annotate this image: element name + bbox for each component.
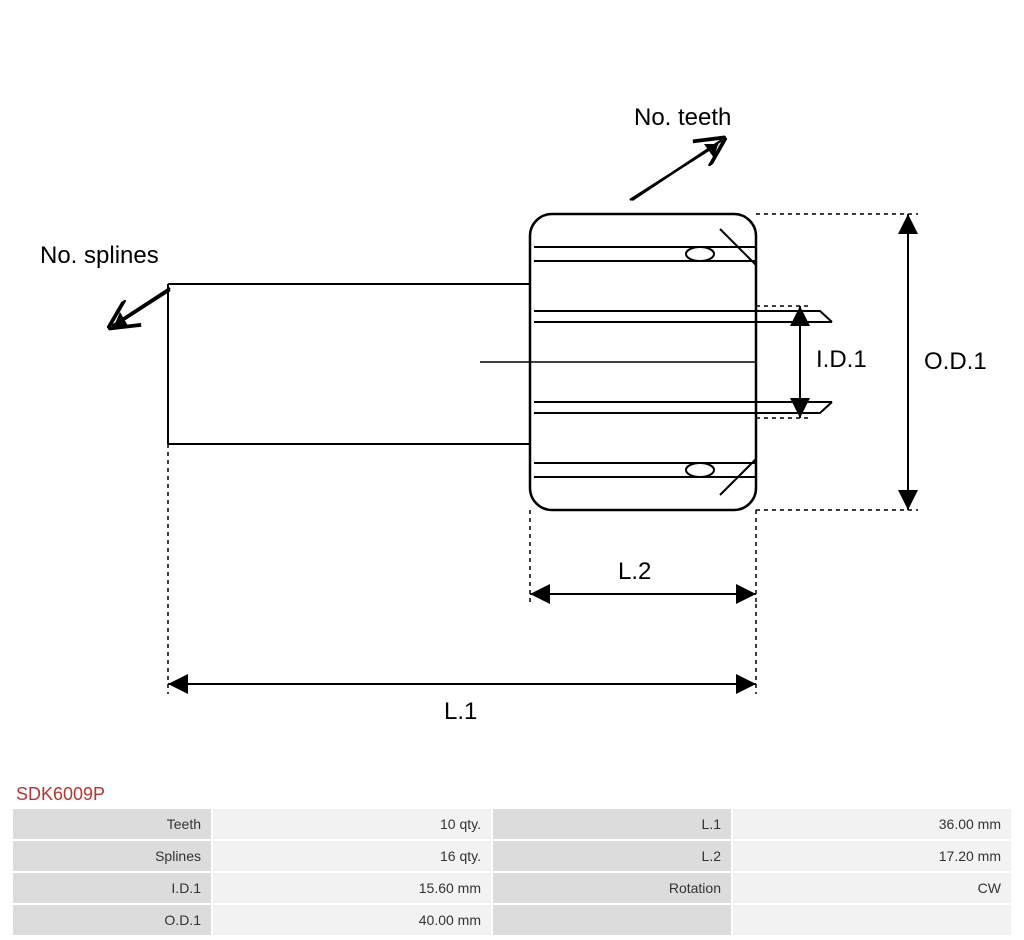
label-l2: L.2 (618, 558, 651, 586)
spec-label: L.2 (492, 840, 732, 872)
spec-value: 10 qty. (212, 808, 492, 840)
spec-value: 17.20 mm (732, 840, 1012, 872)
label-od1: O.D.1 (924, 348, 987, 376)
spec-value: 16 qty. (212, 840, 492, 872)
spec-label: L.1 (492, 808, 732, 840)
spec-table: Teeth 10 qty. L.1 36.00 mm Splines 16 qt… (12, 808, 1012, 936)
spec-label: Rotation (492, 872, 732, 904)
spec-value: 15.60 mm (212, 872, 492, 904)
label-no-splines: No. splines (40, 242, 159, 270)
spec-label: Teeth (12, 808, 212, 840)
spec-value: 36.00 mm (732, 808, 1012, 840)
label-no-teeth: No. teeth (634, 104, 731, 132)
part-number: SDK6009P (16, 784, 105, 805)
technical-diagram (0, 0, 1024, 760)
label-id1: I.D.1 (816, 346, 867, 374)
spec-value: 40.00 mm (212, 904, 492, 936)
spec-label: Splines (12, 840, 212, 872)
spec-value: CW (732, 872, 1012, 904)
spec-label (492, 904, 732, 936)
spec-label: I.D.1 (12, 872, 212, 904)
spec-label: O.D.1 (12, 904, 212, 936)
spec-value (732, 904, 1012, 936)
label-l1: L.1 (444, 698, 477, 726)
